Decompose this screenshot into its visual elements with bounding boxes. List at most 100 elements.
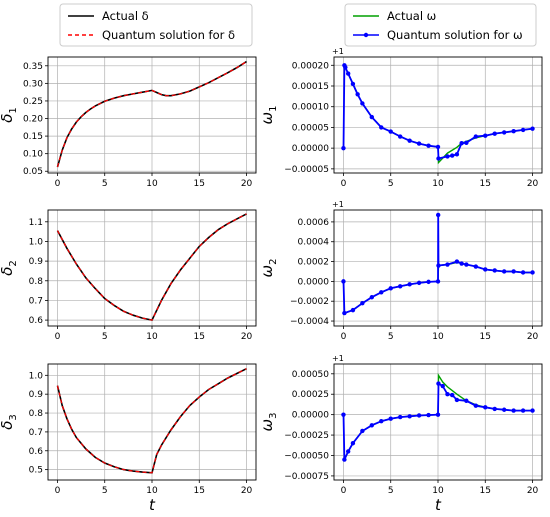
y-axis-label-subscript: 2 <box>268 259 279 265</box>
legend-right-frame <box>344 3 537 47</box>
x-tick-label: 10 <box>146 179 158 189</box>
quantum-omega-point <box>407 282 412 287</box>
y-tick-label: 1.0 <box>29 371 44 381</box>
x-tick-label: 15 <box>480 486 491 496</box>
x-tick-label: 0 <box>55 179 61 189</box>
y-tick-label: 0.15 <box>23 132 43 142</box>
quantum-omega-point <box>341 412 346 417</box>
y-axis-label: δ1 <box>0 107 19 123</box>
y-tick-label: 0.7 <box>29 296 43 306</box>
quantum-omega-point <box>445 262 450 267</box>
quantum-omega-point <box>342 310 347 316</box>
quantum-omega-point <box>360 300 365 306</box>
x-axis-label: t <box>435 496 442 514</box>
quantum-omega-point <box>426 412 431 418</box>
x-tick-label: 5 <box>388 486 394 496</box>
y-tick-label: 0.00025 <box>292 390 329 400</box>
quantum-omega-point <box>501 269 507 274</box>
y-axis-label: δ2 <box>0 260 19 276</box>
x-tick-label: 20 <box>527 179 539 189</box>
y-tick-label: 0.20 <box>23 115 43 125</box>
quantum-omega-point <box>511 128 516 134</box>
x-tick-label: 10 <box>432 486 444 496</box>
x-tick-label: 15 <box>194 486 205 496</box>
quantum-omega-point <box>530 408 535 413</box>
x-tick-label: 20 <box>527 332 539 342</box>
panel-frame <box>47 209 257 327</box>
y-tick-label: −0.0004 <box>290 317 329 327</box>
y-tick-label: −0.00025 <box>284 431 329 441</box>
quantum-omega-point <box>464 262 469 267</box>
quantum-omega-point <box>350 81 356 87</box>
y-tick-label: 0.10 <box>23 150 43 160</box>
series-group <box>56 367 247 474</box>
quantum-omega-point <box>464 140 469 145</box>
x-tick-label: 10 <box>432 179 444 189</box>
y-tick-label: 0.8 <box>29 277 44 287</box>
quantum-omega-point <box>379 290 384 295</box>
quantum-omega-point <box>350 441 356 446</box>
y-tick-label: 1.1 <box>29 218 43 228</box>
quantum-omega-point <box>416 413 422 418</box>
x-tick-label: 20 <box>241 179 253 189</box>
quantum-omega-point <box>483 267 488 272</box>
x-tick-label: 5 <box>102 179 108 189</box>
quantum-omega-point <box>530 126 535 131</box>
legend-right-actual-label: Actual ω <box>387 9 436 23</box>
legend-right-quantum-marker <box>363 32 369 38</box>
quantum-omega-point <box>511 269 516 274</box>
quantum-omega-point <box>459 140 464 146</box>
quantum-omega-point <box>388 129 393 134</box>
panels: 051015200.050.100.150.200.250.300.35δ105… <box>0 47 543 514</box>
y-tick-label: −0.00075 <box>284 472 329 482</box>
y-axis-label-subscript: 1 <box>8 107 19 113</box>
panel-frame <box>333 209 543 327</box>
y-tick-label: 0.6 <box>29 316 44 326</box>
quantum-omega-point <box>454 397 460 403</box>
quantum-omega-point <box>369 423 375 428</box>
quantum-omega-point <box>440 383 445 389</box>
panel-frame <box>47 56 257 174</box>
quantum-omega-point <box>511 408 516 413</box>
y-tick-label: 0.00020 <box>292 61 329 71</box>
quantum-omega-point <box>492 406 497 412</box>
y-tick-label: −0.0002 <box>290 297 329 307</box>
x-tick-label: 0 <box>55 486 61 496</box>
quantum-omega-point <box>464 398 469 403</box>
y-tick-label: 0.25 <box>23 97 43 107</box>
quantum-omega-point <box>342 457 347 462</box>
y-tick-label: 0.00005 <box>292 123 329 133</box>
y-axis-label: δ3 <box>0 414 19 430</box>
quantum-delta-line <box>56 368 247 474</box>
panel-frame <box>333 363 543 481</box>
quantum-omega-point <box>436 263 441 268</box>
quantum-omega-point <box>388 286 393 291</box>
quantum-omega-point <box>449 392 455 398</box>
legend-left-frame <box>59 3 253 47</box>
x-tick-label: 10 <box>146 486 158 496</box>
y-tick-label: 0.00015 <box>292 82 329 92</box>
quantum-delta-line <box>56 61 247 168</box>
quantum-omega-point <box>454 152 460 157</box>
quantum-omega-point <box>379 418 384 424</box>
y-tick-label: 0.5 <box>29 466 43 476</box>
quantum-omega-point <box>501 130 507 135</box>
quantum-omega-point <box>501 407 507 412</box>
quantum-omega-point <box>435 279 441 284</box>
y-axis-label: ω2 <box>258 259 279 278</box>
quantum-omega-point <box>355 92 360 97</box>
quantum-omega-point <box>407 414 412 419</box>
x-tick-label: 15 <box>194 179 205 189</box>
quantum-omega-point <box>473 134 479 139</box>
y-tick-label: 0.05 <box>23 167 43 177</box>
y-tick-label: 0.0000 <box>298 277 330 287</box>
quantum-omega-point <box>345 71 351 76</box>
series-group <box>341 63 535 165</box>
legend-right: Actual ω Quantum solution for ω <box>344 3 537 47</box>
y-axis-label-subscript: 3 <box>268 413 279 419</box>
panel-6: 0 5 10 15 20 −0.00075 −0.00050 −0.00025 0.00000 0… <box>258 354 543 514</box>
quantum-omega-point <box>492 131 497 136</box>
y-axis-label-subscript: 1 <box>268 106 279 112</box>
quantum-omega-point <box>397 284 403 289</box>
